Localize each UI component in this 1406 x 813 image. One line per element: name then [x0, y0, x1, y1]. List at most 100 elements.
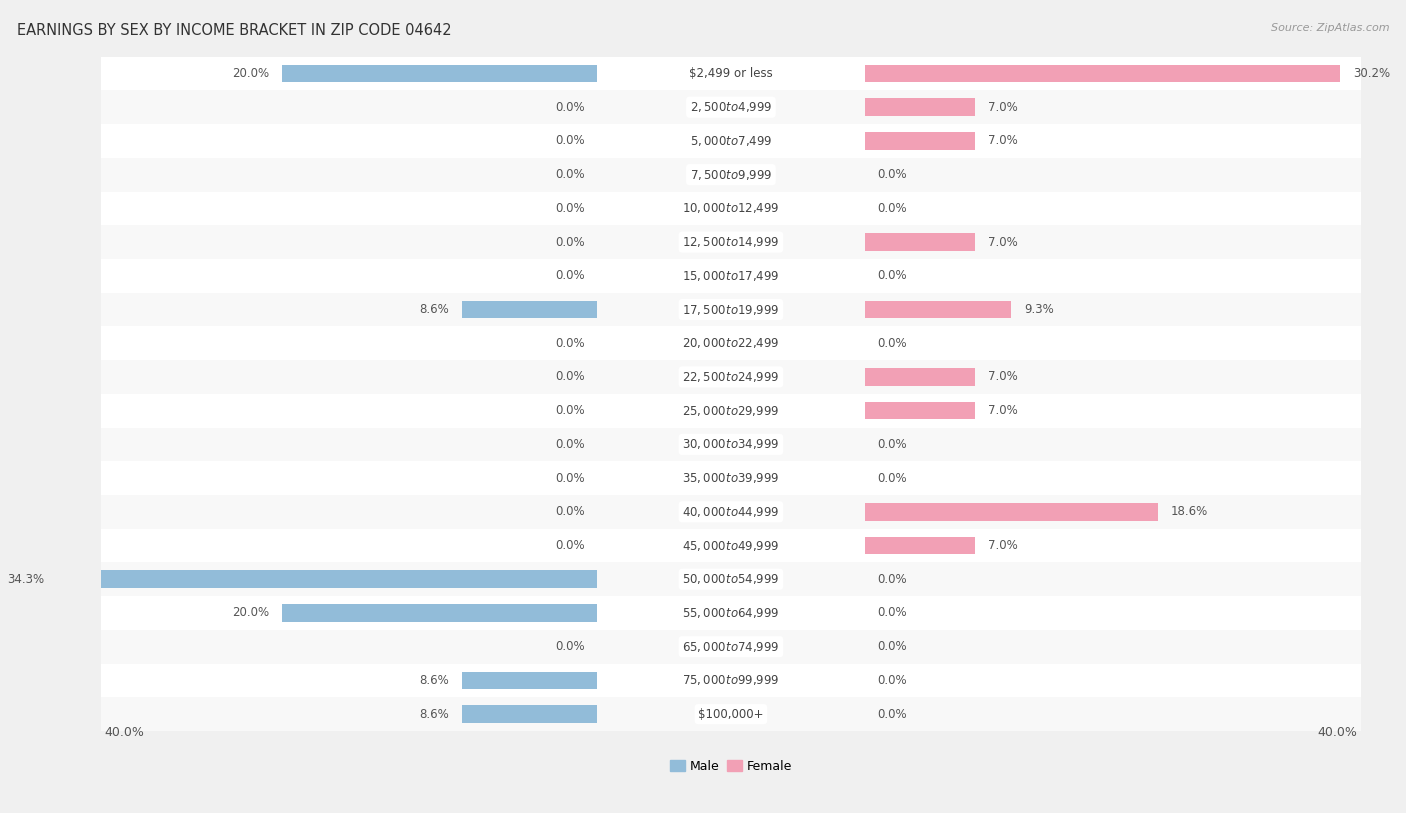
Text: $45,000 to $49,999: $45,000 to $49,999 — [682, 538, 780, 553]
Text: 34.3%: 34.3% — [7, 572, 45, 585]
Text: $2,499 or less: $2,499 or less — [689, 67, 773, 80]
Bar — [101, 630, 1361, 663]
Text: 0.0%: 0.0% — [877, 674, 907, 687]
Text: $50,000 to $54,999: $50,000 to $54,999 — [682, 572, 780, 586]
Text: 0.0%: 0.0% — [877, 472, 907, 485]
Text: 7.0%: 7.0% — [987, 236, 1018, 249]
Text: 0.0%: 0.0% — [877, 202, 907, 215]
Bar — [865, 402, 974, 420]
Text: 0.0%: 0.0% — [555, 371, 585, 384]
Text: 8.6%: 8.6% — [419, 707, 449, 720]
Text: 0.0%: 0.0% — [555, 202, 585, 215]
Bar — [461, 301, 598, 318]
Bar — [101, 495, 1361, 528]
Bar — [283, 65, 598, 82]
Text: 40.0%: 40.0% — [104, 726, 145, 739]
Bar — [101, 90, 1361, 124]
Text: $12,500 to $14,999: $12,500 to $14,999 — [682, 235, 780, 249]
Bar — [101, 563, 1361, 596]
Text: 0.0%: 0.0% — [555, 101, 585, 114]
Text: 9.3%: 9.3% — [1024, 303, 1053, 316]
Text: $40,000 to $44,999: $40,000 to $44,999 — [682, 505, 780, 519]
Bar — [101, 698, 1361, 731]
Text: 0.0%: 0.0% — [877, 572, 907, 585]
Bar — [101, 663, 1361, 698]
Text: 0.0%: 0.0% — [877, 707, 907, 720]
Text: $30,000 to $34,999: $30,000 to $34,999 — [682, 437, 780, 451]
Text: 0.0%: 0.0% — [877, 438, 907, 451]
Bar — [101, 293, 1361, 326]
Bar — [101, 393, 1361, 428]
Legend: Male, Female: Male, Female — [665, 754, 797, 778]
Bar — [101, 124, 1361, 158]
Text: 18.6%: 18.6% — [1170, 506, 1208, 519]
Text: 0.0%: 0.0% — [555, 134, 585, 147]
Bar — [283, 604, 598, 622]
Text: 0.0%: 0.0% — [555, 236, 585, 249]
Text: 7.0%: 7.0% — [987, 134, 1018, 147]
Text: 0.0%: 0.0% — [877, 606, 907, 620]
Text: 7.0%: 7.0% — [987, 371, 1018, 384]
Text: $5,000 to $7,499: $5,000 to $7,499 — [690, 134, 772, 148]
Text: EARNINGS BY SEX BY INCOME BRACKET IN ZIP CODE 04642: EARNINGS BY SEX BY INCOME BRACKET IN ZIP… — [17, 23, 451, 37]
Text: $10,000 to $12,499: $10,000 to $12,499 — [682, 202, 780, 215]
Text: $75,000 to $99,999: $75,000 to $99,999 — [682, 673, 780, 688]
Bar — [461, 706, 598, 723]
Text: 20.0%: 20.0% — [232, 67, 270, 80]
Bar — [865, 98, 974, 116]
Bar — [101, 192, 1361, 225]
Text: 7.0%: 7.0% — [987, 101, 1018, 114]
Bar — [101, 528, 1361, 563]
Text: $25,000 to $29,999: $25,000 to $29,999 — [682, 404, 779, 418]
Text: $2,500 to $4,999: $2,500 to $4,999 — [690, 100, 772, 114]
Bar — [865, 301, 1011, 318]
Bar — [865, 503, 1157, 520]
Bar — [865, 537, 974, 554]
Text: 8.6%: 8.6% — [419, 303, 449, 316]
Text: 20.0%: 20.0% — [232, 606, 270, 620]
Bar — [58, 571, 598, 588]
Text: 30.2%: 30.2% — [1353, 67, 1391, 80]
Bar — [865, 65, 1340, 82]
Text: 8.6%: 8.6% — [419, 674, 449, 687]
Bar — [101, 57, 1361, 90]
Text: 0.0%: 0.0% — [555, 269, 585, 282]
Text: 0.0%: 0.0% — [877, 269, 907, 282]
Bar — [101, 461, 1361, 495]
Text: $22,500 to $24,999: $22,500 to $24,999 — [682, 370, 780, 384]
Text: $100,000+: $100,000+ — [699, 707, 763, 720]
Bar — [101, 326, 1361, 360]
Text: 40.0%: 40.0% — [1317, 726, 1358, 739]
Text: 0.0%: 0.0% — [555, 506, 585, 519]
Text: 0.0%: 0.0% — [555, 539, 585, 552]
Bar — [865, 368, 974, 385]
Bar — [101, 596, 1361, 630]
Bar — [101, 360, 1361, 393]
Text: $55,000 to $64,999: $55,000 to $64,999 — [682, 606, 780, 620]
Text: 0.0%: 0.0% — [555, 438, 585, 451]
Text: 0.0%: 0.0% — [555, 404, 585, 417]
Bar — [865, 133, 974, 150]
Bar — [865, 233, 974, 251]
Text: 0.0%: 0.0% — [877, 337, 907, 350]
Text: 0.0%: 0.0% — [555, 168, 585, 181]
Text: Source: ZipAtlas.com: Source: ZipAtlas.com — [1271, 23, 1389, 33]
Text: $65,000 to $74,999: $65,000 to $74,999 — [682, 640, 780, 654]
Text: $15,000 to $17,499: $15,000 to $17,499 — [682, 269, 780, 283]
Text: 0.0%: 0.0% — [555, 472, 585, 485]
Text: 0.0%: 0.0% — [877, 640, 907, 653]
Text: 0.0%: 0.0% — [555, 640, 585, 653]
Text: $20,000 to $22,499: $20,000 to $22,499 — [682, 337, 780, 350]
Text: 0.0%: 0.0% — [555, 337, 585, 350]
Bar — [461, 672, 598, 689]
Text: 0.0%: 0.0% — [877, 168, 907, 181]
Text: 7.0%: 7.0% — [987, 404, 1018, 417]
Text: 7.0%: 7.0% — [987, 539, 1018, 552]
Bar — [101, 428, 1361, 461]
Text: $35,000 to $39,999: $35,000 to $39,999 — [682, 471, 780, 485]
Bar — [101, 158, 1361, 192]
Text: $7,500 to $9,999: $7,500 to $9,999 — [690, 167, 772, 181]
Bar — [101, 225, 1361, 259]
Bar — [101, 259, 1361, 293]
Text: $17,500 to $19,999: $17,500 to $19,999 — [682, 302, 780, 316]
